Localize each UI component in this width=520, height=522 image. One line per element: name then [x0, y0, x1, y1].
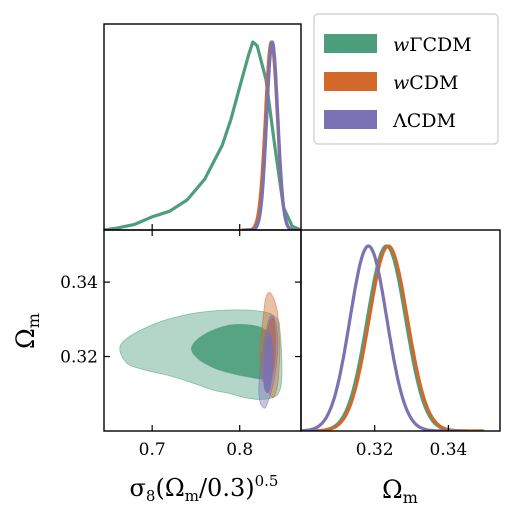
legend-entry-wcdm: wCDM: [324, 72, 459, 94]
omega-marginal-line-wcdm: [301, 244, 485, 431]
omega-tick-label-bottom-1: 0.34: [429, 440, 467, 460]
s8-marginal-line-lcdm: [243, 40, 301, 230]
legend-label-wgcdm: wΓCDM: [393, 34, 472, 56]
legend-entry-lcdm: ΛCDM: [324, 110, 456, 132]
legend-entry-wgcdm: wΓCDM: [324, 34, 472, 56]
omega-marginal-line-lcdm: [301, 244, 462, 431]
legend-label-wcdm: wCDM: [393, 72, 459, 94]
legend-label-lcdm: ΛCDM: [392, 110, 456, 132]
s8-marginal-line-wcdm: [240, 40, 301, 230]
omega-marginal-panel: 0.32 0.34: [300, 229, 501, 460]
s8-tick-label-0: 0.7: [139, 440, 166, 460]
omega-marginal-line-wgcdm: [301, 244, 483, 431]
s8-marginal-panel: [103, 23, 302, 231]
legend-swatch-wcdm: [324, 72, 377, 91]
y-axis-label-omega-m: Ωm: [11, 313, 43, 349]
x-axis-label-omega-m-right: Ωm: [382, 475, 418, 507]
omega-tick-label-left-1: 0.34: [60, 273, 98, 293]
omega-tick-label-left-0: 0.32: [60, 348, 98, 368]
legend-swatch-wgcdm: [324, 34, 377, 53]
omega-tick-label-bottom-0: 0.32: [356, 440, 394, 460]
s8-marginal-line-wgcdm: [104, 40, 301, 230]
right-panel-frame: [300, 229, 501, 432]
legend: wΓCDM wCDM ΛCDM: [313, 13, 499, 145]
x-axis-label-s8: σ8(Ωm/0.3)0.5: [130, 472, 279, 505]
s8-omega-contour-panel: 0.7 0.8 0.32 0.34: [60, 229, 302, 460]
legend-swatch-lcdm: [324, 110, 377, 129]
s8-tick-label-1: 0.8: [226, 440, 253, 460]
contour-sigma1-lcdm: [263, 331, 274, 394]
